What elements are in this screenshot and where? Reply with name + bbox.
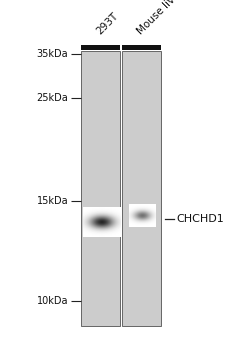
Text: 293T: 293T — [94, 11, 119, 37]
Text: CHCHD1: CHCHD1 — [176, 214, 223, 224]
Text: 25kDa: 25kDa — [37, 93, 68, 103]
Bar — [81, 45, 119, 50]
Text: 35kDa: 35kDa — [37, 49, 68, 59]
Bar — [81, 51, 119, 326]
Text: Mouse liver: Mouse liver — [135, 0, 184, 37]
Text: 15kDa: 15kDa — [37, 196, 68, 206]
Text: 10kDa: 10kDa — [37, 296, 68, 306]
Bar — [121, 51, 160, 326]
Bar — [121, 45, 160, 50]
